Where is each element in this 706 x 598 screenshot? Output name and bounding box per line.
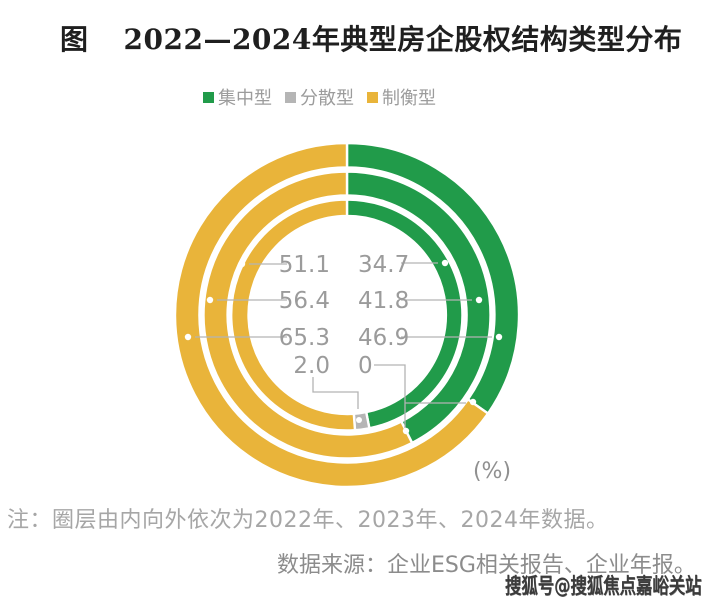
callout-dot-green-outer	[495, 333, 503, 341]
legend-item-balanced: 制衡型	[367, 84, 436, 110]
callout-dot-boundary-outer	[469, 398, 477, 406]
value-yellow-row3: 65.3	[279, 325, 330, 351]
ring-outer-yellow-segment	[173, 141, 490, 489]
title-text: 2022—2024年典型房企股权结构类型分布	[123, 23, 683, 56]
legend-item-dispersed: 分散型	[285, 84, 354, 110]
callout-dot-boundary-middle	[402, 427, 410, 435]
title-prefix: 图	[60, 23, 89, 56]
chart-legend: 集中型 分散型 制衡型	[203, 84, 436, 110]
ring-middle-yellow-segment	[202, 170, 414, 460]
value-yellow-row1: 51.1	[279, 252, 330, 278]
callout-dot-green-middle	[475, 296, 483, 304]
callout-dots	[184, 259, 503, 435]
legend-swatch-concentrated	[203, 91, 214, 103]
ring-inner-yellow-segment	[230, 198, 357, 432]
legend-swatch-balanced	[367, 91, 378, 103]
value-green-row1: 34.7	[358, 252, 409, 278]
leader-lines	[195, 262, 492, 428]
donut-rings	[173, 141, 521, 489]
value-gray-zero: 0	[358, 353, 373, 379]
callout-dot-yellow-middle	[206, 296, 214, 304]
watermark: 搜狐号@搜狐焦点嘉峪关站	[505, 574, 702, 598]
note-line: 注：圈层由内向外依次为2022年、2023年、2024年数据。	[7, 508, 609, 533]
source-line: 数据来源：企业ESG相关报告、企业年报。	[277, 553, 696, 578]
value-yellow-row2: 56.4	[279, 288, 330, 314]
unit-label: (%)	[473, 459, 511, 484]
value-labels: 51.1 34.7 56.4 41.8 65.3 46.9 2.0 0 (%)	[279, 252, 511, 484]
callout-dot-yellow-inner	[238, 260, 246, 268]
leader-line-gray-2022	[312, 377, 359, 409]
page-title: 图 2022—2024年典型房企股权结构类型分布	[60, 18, 682, 58]
callout-dot-gray-inner	[356, 417, 362, 423]
legend-swatch-dispersed	[285, 91, 296, 103]
value-green-row3: 46.9	[358, 325, 409, 351]
callout-dot-green-inner	[441, 259, 449, 267]
value-gray-row4: 2.0	[293, 353, 330, 379]
callout-dot-yellow-outer	[184, 333, 192, 341]
legend-label-dispersed: 分散型	[300, 88, 354, 109]
legend-label-concentrated: 集中型	[218, 88, 272, 109]
leader-line-gray-2023	[374, 364, 406, 428]
legend-label-balanced: 制衡型	[382, 88, 436, 109]
legend-item-concentrated: 集中型	[203, 84, 272, 110]
value-green-row2: 41.8	[358, 288, 409, 314]
